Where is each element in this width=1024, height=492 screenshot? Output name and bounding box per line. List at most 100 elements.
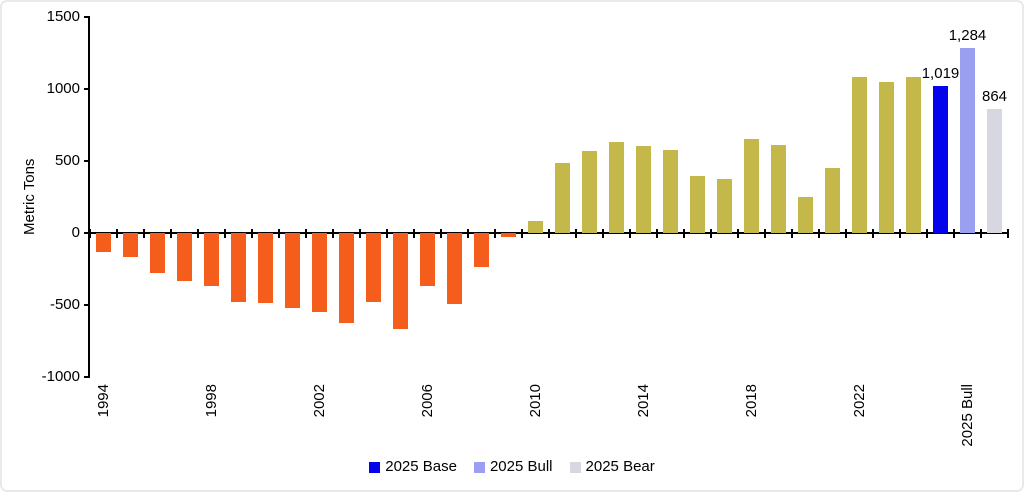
x-tick-label: 2002 (311, 384, 328, 418)
x-axis-tick (980, 229, 982, 238)
bar-2003 (339, 233, 354, 323)
bar-2000 (258, 233, 273, 303)
y-tick-label: -500 (49, 296, 80, 313)
bar-2002 (312, 233, 327, 313)
bar-2007 (447, 233, 462, 304)
x-tick-label: 1998 (203, 384, 220, 418)
bar-2025-bear (987, 108, 1002, 233)
x-axis-tick (89, 229, 91, 238)
x-axis-tick (413, 229, 415, 238)
y-axis-title: Metric Tons (21, 158, 38, 236)
bar-2021 (825, 168, 840, 233)
bar-2012 (582, 150, 597, 233)
y-tick-label: 0 (71, 224, 80, 241)
bar-2022 (852, 77, 867, 233)
y-axis-line (88, 17, 90, 377)
x-tick-label: 1994 (95, 384, 112, 418)
x-axis-tick (602, 229, 604, 238)
bar-2006 (420, 233, 435, 286)
x-axis-tick (791, 229, 793, 238)
x-axis-tick (386, 229, 388, 238)
x-axis-tick (305, 229, 307, 238)
x-axis-tick (467, 229, 469, 238)
x-axis-tick (278, 229, 280, 238)
x-tick-label: 2006 (419, 384, 436, 418)
bar-2009 (501, 233, 516, 238)
x-axis-tick (521, 229, 523, 238)
y-tick-label: 500 (54, 152, 80, 169)
bar-2020 (798, 197, 813, 233)
bar-1994 (96, 233, 111, 252)
x-axis-tick (656, 229, 658, 238)
x-tick-label: 2022 (851, 384, 868, 418)
legend-item: 2025 Base (369, 458, 457, 476)
legend: 2025 Base 2025 Bull 2025 Bear (0, 458, 1024, 476)
x-axis-tick (170, 229, 172, 238)
bar-2019 (771, 145, 786, 233)
y-axis-tick (84, 232, 90, 234)
y-axis-tick (84, 16, 90, 18)
x-axis-tick (629, 229, 631, 238)
x-axis-tick (737, 229, 739, 238)
bar-2018 (744, 138, 759, 233)
x-axis-tick (494, 229, 496, 238)
x-tick-label: 2025 Bull (959, 384, 976, 447)
x-axis-tick (899, 229, 901, 238)
x-axis-tick (197, 229, 199, 238)
x-axis-tick (953, 229, 955, 238)
x-tick-label: 2010 (527, 384, 544, 418)
bar-2001 (285, 233, 300, 308)
legend-item: 2025 Bear (569, 458, 655, 476)
bar-2011 (555, 163, 570, 233)
bar-2016 (690, 176, 705, 233)
y-tick-label: -1000 (41, 368, 80, 385)
bar-2025-base (933, 86, 948, 233)
x-axis-tick (224, 229, 226, 238)
y-axis-tick (84, 88, 90, 90)
y-tick-label: 1000 (46, 80, 80, 97)
y-axis-tick (84, 304, 90, 306)
bar-1996 (150, 233, 165, 274)
legend-label: 2025 Bull (489, 458, 553, 475)
legend-label: 2025 Base (385, 458, 457, 475)
bar-2008 (474, 233, 489, 267)
y-axis-tick (84, 160, 90, 162)
x-axis-tick (143, 229, 145, 238)
bar-value-label: 1,284 (948, 27, 987, 45)
bar-2014 (636, 145, 651, 233)
x-axis-tick (872, 229, 874, 238)
x-axis-tick (1007, 229, 1009, 238)
bar-2017 (717, 179, 732, 233)
bar-1997 (177, 233, 192, 281)
legend-swatch (569, 461, 581, 473)
legend-swatch (473, 461, 485, 473)
bar-1999 (231, 233, 246, 303)
bar-2025-bull (960, 48, 975, 233)
bar-value-label: 864 (981, 87, 1008, 105)
x-axis-tick (332, 229, 334, 238)
x-axis-tick (116, 229, 118, 238)
x-axis-tick (818, 229, 820, 238)
bar-2004 (366, 233, 381, 303)
x-axis-tick (359, 229, 361, 238)
x-axis-tick (251, 229, 253, 238)
bar-2015 (663, 150, 678, 233)
legend-item: 2025 Bull (473, 458, 553, 476)
bar-2013 (609, 142, 624, 233)
x-axis-tick (548, 229, 550, 238)
x-axis-tick (926, 229, 928, 238)
x-axis-tick (575, 229, 577, 238)
x-tick-label: 2014 (635, 384, 652, 418)
legend-swatch (369, 461, 381, 473)
bar-2010 (528, 221, 543, 233)
y-tick-label: 1500 (46, 8, 80, 25)
x-tick-label: 2018 (743, 384, 760, 418)
x-axis-tick (710, 229, 712, 238)
x-axis-tick (683, 229, 685, 238)
x-axis-tick (845, 229, 847, 238)
bar-1995 (123, 233, 138, 258)
bar-2024 (906, 76, 921, 233)
legend-label: 2025 Bear (585, 458, 655, 475)
bar-value-label: 1,019 (921, 65, 960, 83)
